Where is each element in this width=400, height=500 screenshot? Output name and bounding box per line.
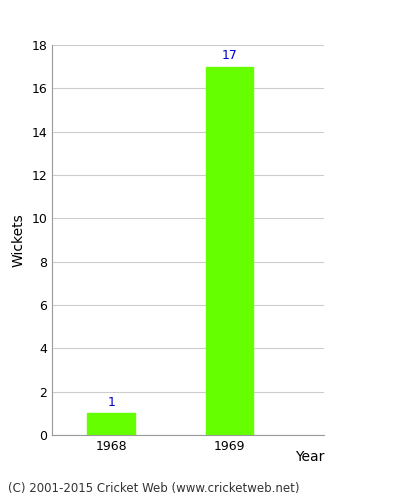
- Text: 1: 1: [107, 396, 115, 409]
- Y-axis label: Wickets: Wickets: [12, 213, 26, 267]
- Bar: [88, 414, 135, 435]
- Text: (C) 2001-2015 Cricket Web (www.cricketweb.net): (C) 2001-2015 Cricket Web (www.cricketwe…: [8, 482, 300, 495]
- Text: Year: Year: [295, 450, 324, 464]
- Bar: [206, 66, 253, 435]
- Text: 17: 17: [222, 50, 237, 62]
